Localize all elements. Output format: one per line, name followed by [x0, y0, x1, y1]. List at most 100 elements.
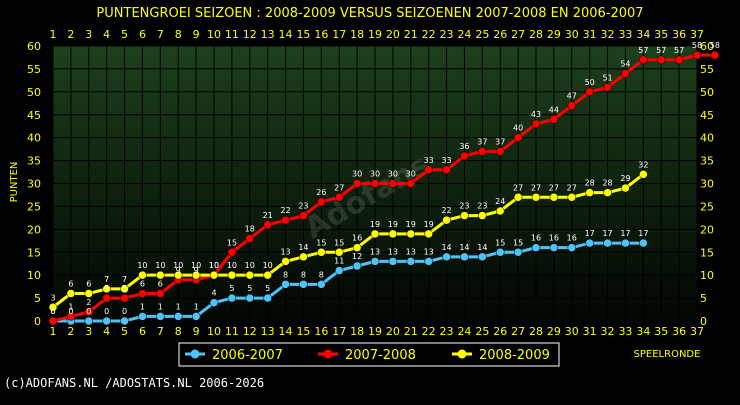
data-point-2008-2009 — [173, 270, 183, 280]
data-label-2006-2007: 13 — [424, 247, 434, 256]
x-tick-label-bottom: 17 — [332, 325, 346, 338]
data-point-2006-2007 — [495, 248, 505, 257]
x-tick-label-top: 32 — [601, 28, 615, 41]
y-tick-label-left: 0 — [34, 315, 41, 328]
data-point-2006-2007 — [549, 243, 559, 252]
data-point-2006-2007 — [120, 316, 129, 326]
data-label-2007-2008: 30 — [370, 170, 380, 179]
series-line-2008-2009 — [52, 173, 645, 309]
data-label-2006-2007: 5 — [247, 284, 252, 293]
data-point-2007-2008 — [48, 316, 58, 326]
data-label-2008-2009: 28 — [585, 179, 595, 188]
data-point-2007-2008 — [478, 147, 487, 156]
x-tick-label-top: 4 — [103, 28, 110, 41]
data-label-2006-2007: 16 — [567, 234, 577, 243]
data-label-2007-2008: 30 — [406, 170, 416, 179]
data-label-2007-2008: 9 — [194, 266, 199, 275]
x-tick-label-bottom: 5 — [121, 325, 128, 338]
data-point-2006-2007 — [442, 252, 451, 262]
x-tick-label-bottom: 28 — [529, 325, 543, 338]
data-point-2007-2008 — [585, 87, 594, 97]
x-tick-label-top: 22 — [422, 28, 436, 41]
y-tick-label-left: 45 — [27, 109, 41, 122]
x-tick-label-top: 25 — [475, 28, 489, 41]
data-point-2006-2007 — [317, 280, 326, 289]
x-tick-label-bottom: 37 — [690, 325, 704, 338]
y-tick-label-right: 20 — [700, 223, 714, 236]
x-tick-label-top: 26 — [493, 28, 507, 41]
data-point-2006-2007 — [478, 252, 487, 262]
data-point-2007-2008 — [424, 165, 433, 174]
data-label-2006-2007: 17 — [602, 229, 612, 238]
series-line-2006-2007 — [53, 241, 644, 323]
x-tick-label-bottom: 27 — [511, 325, 525, 338]
data-point-2008-2009 — [281, 257, 290, 266]
plot-border — [52, 45, 698, 322]
x-tick-label-top: 33 — [618, 28, 632, 41]
data-point-2006-2007 — [227, 293, 237, 303]
data-label-2008-2009: 6 — [86, 280, 91, 289]
data-point-2007-2008 — [639, 55, 648, 64]
data-label-2006-2007: 17 — [620, 229, 630, 238]
y-tick-label-left: 15 — [27, 246, 41, 259]
x-tick-label-top: 18 — [350, 28, 364, 41]
data-point-2007-2008 — [513, 133, 523, 142]
x-tick-label-bottom: 15 — [296, 325, 310, 338]
data-label-2007-2008: 6 — [158, 280, 163, 289]
data-label-2008-2009: 10 — [263, 261, 273, 270]
x-tick-label-bottom: 22 — [422, 325, 436, 338]
data-label-2008-2009: 10 — [191, 261, 201, 270]
data-label-2007-2008: 10 — [209, 261, 219, 270]
data-label-2007-2008: 50 — [585, 78, 595, 87]
data-label-2008-2009: 19 — [406, 220, 416, 229]
data-point-2006-2007 — [531, 243, 541, 252]
x-tick-label-top: 1 — [50, 28, 57, 41]
data-label-2008-2009: 14 — [298, 243, 308, 252]
data-point-2006-2007 — [173, 312, 183, 321]
data-label-2008-2009: 10 — [173, 261, 183, 270]
plot-area: Adofans — [48, 45, 720, 326]
x-tick-label-top: 37 — [690, 28, 704, 41]
data-label-2006-2007: 1 — [176, 302, 181, 311]
y-tick-label-right: 50 — [700, 86, 714, 99]
data-point-2007-2008 — [84, 307, 94, 317]
x-tick-label-bottom: 2 — [67, 325, 74, 338]
data-point-2006-2007 — [245, 293, 255, 303]
x-tick-label-top: 11 — [225, 28, 239, 41]
data-point-2007-2008 — [567, 101, 577, 110]
data-point-2008-2009 — [406, 229, 416, 239]
x-tick-label-bottom: 32 — [601, 325, 615, 338]
legend-label-2006-2007: 2006-2007 — [212, 348, 283, 363]
y-tick-label-left: 55 — [27, 63, 41, 76]
data-label-2007-2008: 43 — [531, 110, 541, 119]
data-point-2007-2008 — [281, 215, 290, 225]
data-label-2006-2007: 12 — [352, 252, 362, 261]
x-tick-label-bottom: 24 — [457, 325, 471, 338]
x-tick-label-bottom: 6 — [139, 325, 146, 338]
data-label-2007-2008: 57 — [638, 46, 648, 55]
data-label-2007-2008: 26 — [316, 188, 326, 197]
data-point-2007-2008 — [692, 50, 702, 60]
data-label-2006-2007: 1 — [158, 302, 163, 311]
data-point-2007-2008 — [621, 69, 630, 78]
data-point-2007-2008 — [66, 312, 76, 321]
data-point-2007-2008 — [263, 220, 272, 229]
data-label-2008-2009: 27 — [567, 183, 577, 192]
data-point-2007-2008 — [352, 179, 362, 188]
y-tick-label-right: 0 — [700, 315, 707, 328]
x-tick-label-top: 13 — [261, 28, 275, 41]
x-tick-label-top: 5 — [121, 28, 128, 41]
data-label-2006-2007: 17 — [585, 229, 595, 238]
data-label-2007-2008: 30 — [352, 170, 362, 179]
x-tick-label-bottom: 3 — [85, 325, 92, 338]
x-tick-label-top: 15 — [296, 28, 310, 41]
data-point-2008-2009 — [334, 248, 344, 257]
data-label-2007-2008: 18 — [245, 225, 255, 234]
x-tick-label-bottom: 13 — [261, 325, 275, 338]
data-point-2006-2007 — [156, 312, 165, 321]
x-tick-label-top: 20 — [386, 28, 400, 41]
x-tick-label-bottom: 12 — [243, 325, 257, 338]
data-point-2006-2007 — [388, 257, 398, 266]
